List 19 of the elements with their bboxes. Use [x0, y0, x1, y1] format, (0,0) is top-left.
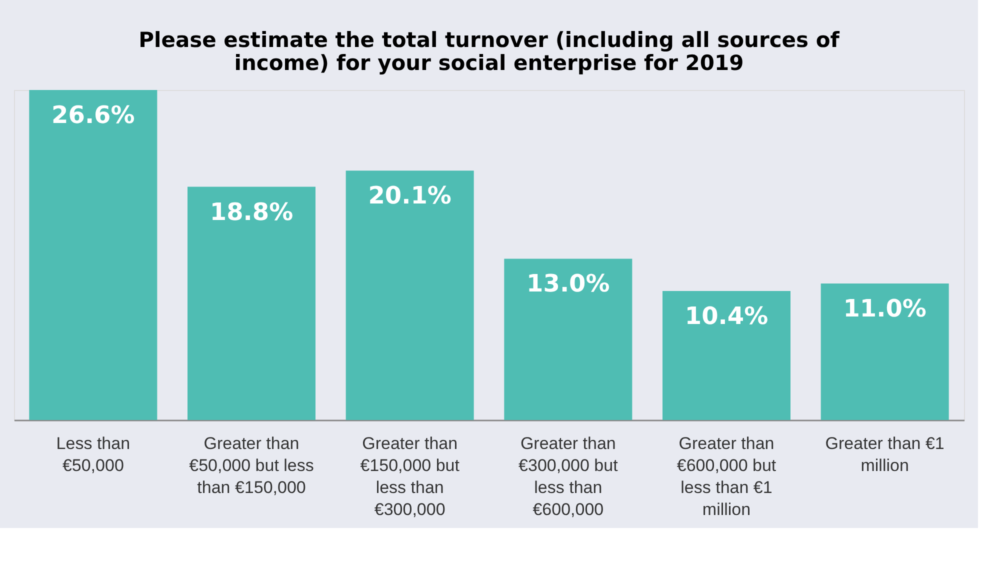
x-tick-label: Greater than €1 million — [825, 434, 944, 475]
bar — [820, 284, 949, 420]
data-label: 11.0% — [843, 294, 926, 323]
x-tick-label: Greater than €150,000 but less than €300,000 — [360, 434, 460, 519]
data-label: 10.4% — [684, 302, 768, 330]
bar — [29, 90, 158, 420]
data-label: 13.0% — [526, 270, 610, 298]
x-tick-label: Less than €50,000 — [56, 434, 130, 475]
bar — [188, 186, 316, 420]
bar — [662, 290, 790, 420]
bar — [346, 170, 474, 420]
x-tick-label: Greater than €50,000 but less than €150,000 — [189, 434, 314, 497]
bar — [504, 258, 632, 420]
data-label: 26.6% — [52, 101, 135, 129]
x-tick-label: Greater than €300,000 but less than €600,000 — [518, 434, 618, 519]
data-label: 20.1% — [368, 182, 452, 210]
data-label: 18.8% — [210, 198, 294, 226]
chart-title: Please estimate the total turnover (including all sources of income) for your social enterprise for 2019 — [138, 28, 840, 75]
x-tick-label: Greater than €600,000 but less than €1 million — [676, 434, 776, 519]
